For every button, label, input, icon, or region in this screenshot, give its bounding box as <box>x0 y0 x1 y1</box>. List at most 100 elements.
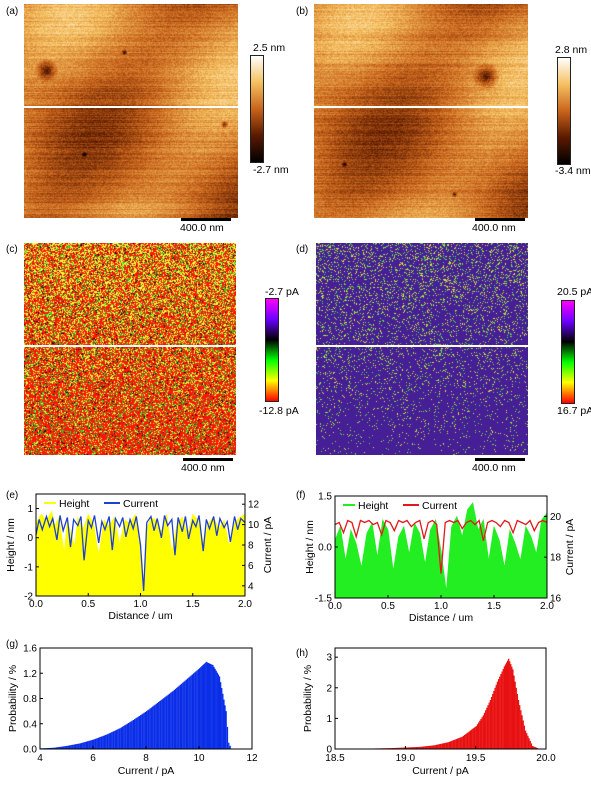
histogram-bar <box>200 667 202 749</box>
scale-bar-d-label: 400.0 nm <box>472 462 516 474</box>
histogram-bar <box>99 737 101 749</box>
x-tick-label: 0.0 <box>328 601 342 612</box>
histogram-bar <box>52 747 54 749</box>
histogram-bar <box>226 726 229 749</box>
histogram-bar <box>536 747 538 749</box>
histogram-bar <box>451 740 453 749</box>
histogram-bar <box>149 708 151 749</box>
x-tick-label: 1.5 <box>186 599 200 610</box>
scan-line-marker <box>314 106 528 108</box>
histogram-bar <box>77 743 79 749</box>
histogram-bar <box>156 702 159 749</box>
x-tick-label: 1.0 <box>134 599 148 610</box>
histogram-bar <box>412 747 414 749</box>
y-tick-label: 0.0 <box>23 745 37 756</box>
histogram-bar <box>530 743 533 749</box>
histogram-bar <box>184 680 186 749</box>
histogram-bar <box>529 740 531 749</box>
y2-tick-label: 20 <box>550 512 562 523</box>
histogram-bar <box>418 746 420 749</box>
histogram-bar <box>472 728 474 749</box>
histogram-bar <box>111 732 113 749</box>
histogram-bar <box>213 666 215 749</box>
scale-bar-c-label: 400.0 nm <box>181 462 225 474</box>
histogram-bar <box>176 687 178 749</box>
histogram-bar <box>513 675 515 749</box>
histogram-bar <box>502 668 504 749</box>
y-axis-label: Height / nm <box>5 518 17 572</box>
y-tick-label: 1 <box>27 504 33 515</box>
y-tick-label: 0.4 <box>23 719 37 730</box>
histogram-bar <box>123 725 125 749</box>
histogram-bar <box>497 679 500 749</box>
colorbar-a <box>250 55 264 163</box>
colorbar-d <box>561 300 575 404</box>
histogram-bar <box>55 747 57 749</box>
panel-a-label: (a) <box>6 6 19 17</box>
panel-e-label: (e) <box>6 490 19 501</box>
histogram-bar <box>165 696 167 749</box>
plot-frame <box>334 647 547 750</box>
panel-b-label: (b) <box>296 6 309 17</box>
histogram-bar <box>105 734 107 749</box>
histogram-bar <box>70 745 72 749</box>
histogram-bar <box>432 745 434 749</box>
histogram-bar <box>434 745 436 749</box>
histogram-bar <box>466 733 468 749</box>
histogram-chart-h: 18.5 19.0 19.5 20.0 0 1 2 3 Current / pA Probabil… <box>302 647 556 777</box>
histogram-bar <box>103 735 106 749</box>
histogram-bar <box>204 662 206 749</box>
histogram-bar <box>448 741 451 749</box>
y-tick-label: 0 <box>326 745 332 756</box>
current-series-line <box>35 514 246 591</box>
histogram-bar <box>68 745 71 749</box>
histogram-bar <box>509 661 511 749</box>
histogram-bar <box>160 700 162 749</box>
histogram-bar <box>147 710 149 749</box>
histogram-bar <box>64 746 66 749</box>
histogram-bar <box>462 735 465 749</box>
histogram-bar <box>421 746 424 749</box>
histogram-bar <box>203 663 205 749</box>
histogram-bar <box>523 725 526 749</box>
scale-bar-b <box>475 218 525 221</box>
histogram-bar <box>422 746 425 749</box>
histogram-bar <box>524 730 527 749</box>
profile-chart-e: 0.0 0.5 1.0 1.5 2.0 -2 -1 0 1 4 6 8 10 12 Distance / u… <box>5 493 274 622</box>
x-tick-label: 19.0 <box>396 753 416 764</box>
histogram-bar <box>480 718 482 749</box>
y-tick-label: 0.0 <box>318 543 332 554</box>
histogram-bar <box>515 687 517 749</box>
histogram-bar <box>436 744 439 749</box>
histogram-bar <box>447 742 449 749</box>
histogram-bar <box>440 743 442 749</box>
histogram-bar <box>95 738 97 749</box>
histogram-bar <box>188 677 190 749</box>
histogram-bar <box>494 687 496 749</box>
histogram-bar <box>401 747 403 749</box>
y2-tick-label: 6 <box>248 561 254 572</box>
histogram-bar <box>85 741 88 749</box>
histogram-bar <box>80 742 83 749</box>
y-axis-label: Probability / % <box>7 665 19 732</box>
histogram-bar <box>516 693 519 749</box>
histogram-bar <box>144 711 147 749</box>
histogram-bar <box>136 717 138 749</box>
histogram-bar <box>153 705 155 749</box>
colorbar-b-min: -3.4 nm <box>555 165 591 177</box>
y-tick-label: 0 <box>27 533 33 544</box>
histogram-bar <box>73 744 76 749</box>
histogram-bar <box>431 745 433 749</box>
histogram-bar <box>53 747 55 749</box>
x-tick-label: 6 <box>90 753 96 764</box>
x-tick-label: 8 <box>143 753 149 764</box>
histogram-bar <box>48 747 50 749</box>
histogram-bar <box>535 747 537 749</box>
histogram-bar <box>118 728 120 749</box>
x-axis-label: Distance / um <box>108 610 172 622</box>
histogram-bar <box>201 666 203 749</box>
histogram-bar <box>131 720 133 749</box>
histogram-bar <box>127 722 130 749</box>
x-axis-label: Current / pA <box>118 765 175 777</box>
histogram-bar <box>72 744 74 749</box>
